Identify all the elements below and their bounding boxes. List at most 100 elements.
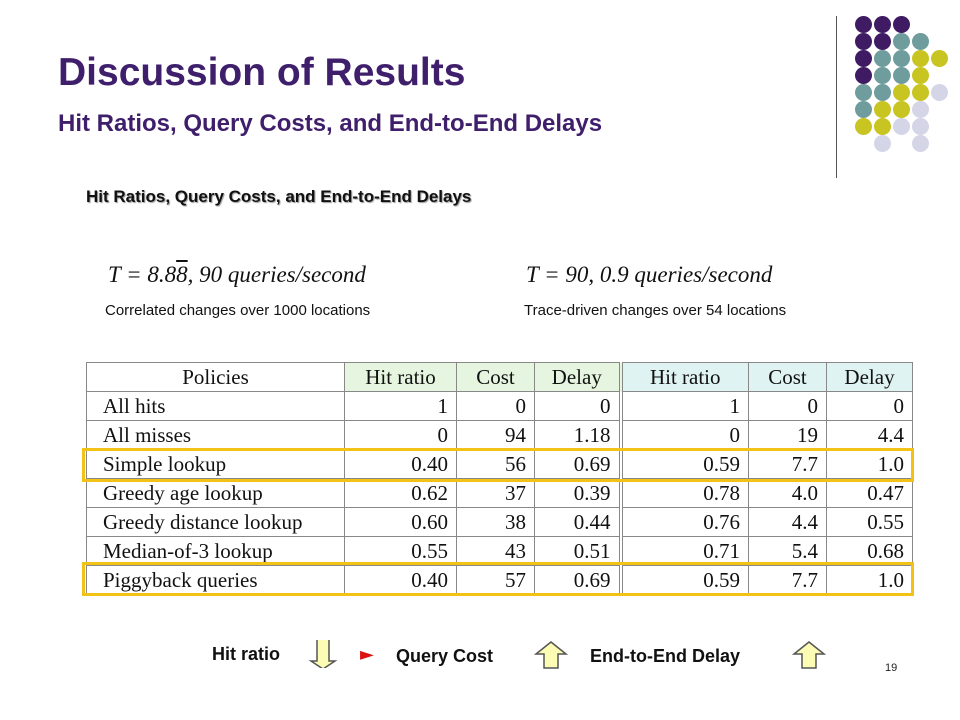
- section-heading: Hit Ratios, Query Costs, and End-to-End …: [86, 187, 472, 206]
- dot: [893, 67, 910, 84]
- table-cell: 0: [826, 391, 913, 421]
- highlight-piggyback-queries: [82, 562, 914, 596]
- table-cell: 0.60: [344, 507, 457, 537]
- legend-arrow-icon: ►: [360, 644, 374, 665]
- policy-cell: Median-of-3 lookup: [86, 536, 345, 566]
- table-cell: 0.68: [826, 536, 913, 566]
- column-header: Delay: [826, 362, 913, 392]
- table-cell: 0: [456, 391, 535, 421]
- left-formula-overline: 8: [176, 262, 188, 287]
- legend-hit-ratio: Hit ratio: [212, 644, 281, 664]
- table-cell: 0.51: [534, 536, 621, 566]
- table-cell: 38: [456, 507, 535, 537]
- table-cell: 0: [748, 391, 827, 421]
- table-cell: 0: [618, 420, 749, 450]
- policy-cell: Simple lookup: [86, 449, 345, 479]
- left-caption: Correlated changes over 1000 locations: [105, 302, 371, 319]
- dot: [855, 16, 872, 33]
- table-cell: 0.40: [344, 449, 457, 479]
- dot: [931, 50, 948, 67]
- table-cell: 1: [618, 391, 749, 421]
- table-cell: 0.40: [344, 565, 457, 595]
- table-cell: 1: [344, 391, 457, 421]
- policy-cell: Piggyback queries: [86, 565, 345, 595]
- table-cell: 94: [456, 420, 535, 450]
- dot: [912, 67, 929, 84]
- dot: [874, 50, 891, 67]
- column-header: Hit ratio: [618, 362, 749, 392]
- policy-cell: All misses: [86, 420, 345, 450]
- table-cell: 0.55: [344, 536, 457, 566]
- dot: [874, 118, 891, 135]
- table-cell: 0.47: [826, 478, 913, 508]
- column-header: Policies: [86, 362, 345, 392]
- up-arrow-icon: [792, 641, 826, 669]
- table-row: All misses 0 94 1.18 0 19 4.4: [86, 420, 913, 450]
- table-cell: 19: [748, 420, 827, 450]
- up-arrow-icon: [534, 641, 568, 669]
- table-cell: 4.4: [748, 507, 827, 537]
- table-cell: 5.4: [748, 536, 827, 566]
- legend-delay: End-to-End Delay: [590, 646, 741, 666]
- table-cell: 4.4: [826, 420, 913, 450]
- dot: [893, 101, 910, 118]
- dot: [874, 33, 891, 50]
- slide-title: Discussion of Results: [58, 51, 466, 94]
- table-cell: 43: [456, 536, 535, 566]
- down-arrow-icon: [308, 640, 338, 668]
- policy-cell: All hits: [86, 391, 345, 421]
- policy-cell: Greedy age lookup: [86, 478, 345, 508]
- dot: [855, 101, 872, 118]
- table-cell: 37: [456, 478, 535, 508]
- dot: [855, 33, 872, 50]
- dot: [855, 118, 872, 135]
- table-cell: 0.59: [618, 449, 749, 479]
- table-row: Greedy age lookup 0.62 37 0.39 0.78 4.0 …: [86, 478, 913, 508]
- left-formula-prefix: T = 8.8: [108, 262, 177, 287]
- column-header: Delay: [534, 362, 621, 392]
- dot: [855, 50, 872, 67]
- table-cell: 0.71: [618, 536, 749, 566]
- table-cell: 0.62: [344, 478, 457, 508]
- dot: [912, 101, 929, 118]
- results-table: Policies Hit ratio Cost Delay Hit ratio …: [86, 362, 913, 595]
- dot: [912, 118, 929, 135]
- table-row: Simple lookup 0.40 56 0.69 0.59 7.7 1.0: [86, 449, 913, 479]
- table-cell: 0.39: [534, 478, 621, 508]
- dot: [874, 101, 891, 118]
- column-header: Cost: [456, 362, 535, 392]
- dot: [874, 84, 891, 101]
- dot: [855, 67, 872, 84]
- table-cell: 57: [456, 565, 535, 595]
- dot: [912, 50, 929, 67]
- dot: [912, 135, 929, 152]
- dot: [893, 118, 910, 135]
- dot: [893, 16, 910, 33]
- left-formula-suffix: , 90 queries/second: [187, 262, 366, 287]
- column-header: Cost: [748, 362, 827, 392]
- table-cell: 0.55: [826, 507, 913, 537]
- left-formula: T = 8.88, 90 queries/second: [108, 262, 366, 288]
- right-formula: T = 90, 0.9 queries/second: [526, 262, 773, 287]
- table-cell: 0.76: [618, 507, 749, 537]
- slide-subtitle: Hit Ratios, Query Costs, and End-to-End …: [58, 110, 603, 137]
- dot: [874, 135, 891, 152]
- dot: [931, 84, 948, 101]
- table-row: Greedy distance lookup 0.60 38 0.44 0.76…: [86, 507, 913, 537]
- table-cell: 0: [344, 420, 457, 450]
- table-header-row: Policies Hit ratio Cost Delay Hit ratio …: [86, 362, 913, 392]
- table-cell: 1.18: [534, 420, 621, 450]
- dot: [893, 33, 910, 50]
- table-cell: 0.78: [618, 478, 749, 508]
- dot: [912, 84, 929, 101]
- table-cell: 0.44: [534, 507, 621, 537]
- table-cell: 7.7: [748, 449, 827, 479]
- table-row: Piggyback queries 0.40 57 0.69 0.59 7.7 …: [86, 565, 913, 595]
- title-divider: [836, 16, 837, 178]
- table-cell: 4.0: [748, 478, 827, 508]
- policy-cell: Greedy distance lookup: [86, 507, 345, 537]
- table-cell: 1.0: [826, 565, 913, 595]
- page-number: 19: [885, 662, 898, 674]
- dot: [855, 84, 872, 101]
- dot: [893, 84, 910, 101]
